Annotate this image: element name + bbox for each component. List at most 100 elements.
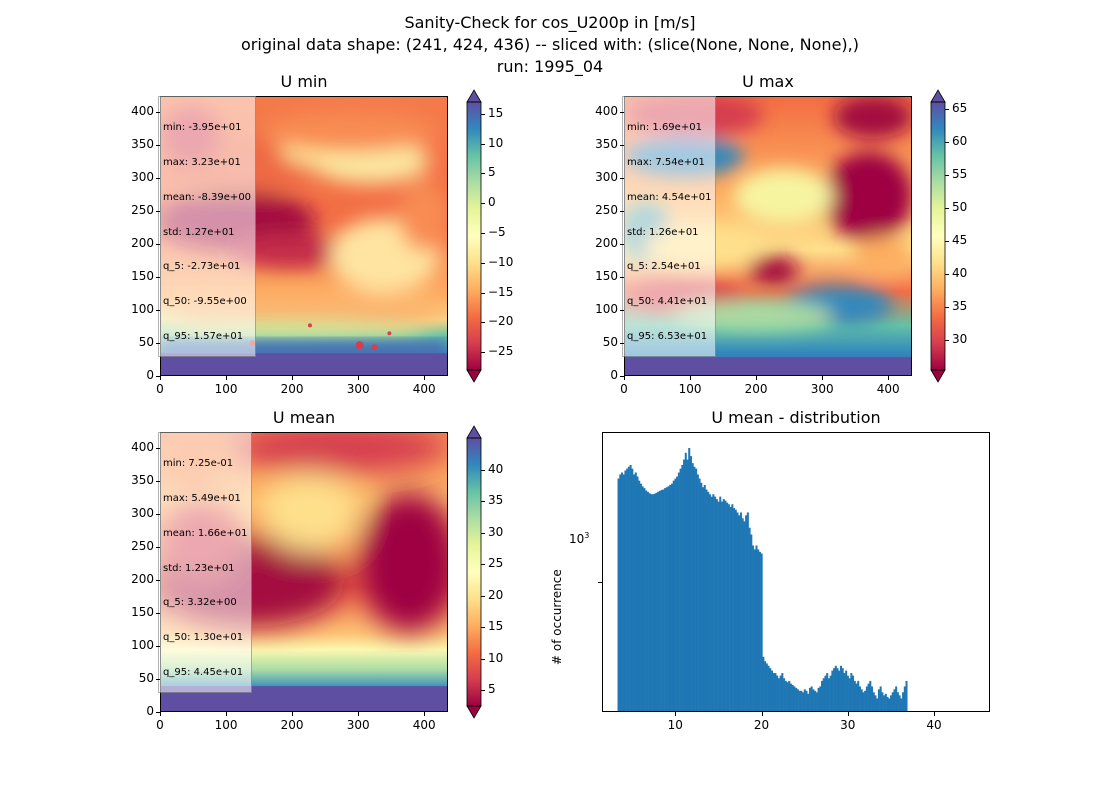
umin-colorbar-label: −10 xyxy=(488,254,514,269)
histogram-bar xyxy=(653,493,656,712)
histogram-bar xyxy=(838,670,841,712)
umax-ytick-mark xyxy=(620,376,624,377)
histogram-bar xyxy=(867,683,870,712)
umax-xtick-label: 300 xyxy=(810,382,834,396)
histogram-bar xyxy=(639,483,642,712)
histogram-bar xyxy=(853,680,856,712)
histogram-bar xyxy=(843,673,846,712)
histogram-bar xyxy=(617,478,620,712)
umax-colorbar-label: 40 xyxy=(952,266,968,281)
histogram-bar xyxy=(798,690,801,712)
histogram-bar xyxy=(660,489,663,712)
histogram-bar xyxy=(831,670,834,712)
umax-ytick-label: 400 xyxy=(595,103,618,118)
umin-stats-box: min: -3.95e+01 max: 3.23e+01 mean: -8.39… xyxy=(158,96,257,358)
histogram-bar xyxy=(807,693,810,712)
umin-ytick-mark xyxy=(156,276,160,278)
dist-xtick-label: 30 xyxy=(840,718,856,732)
umean-ytick-label: 350 xyxy=(131,472,154,487)
umax-colorbar-tick xyxy=(945,174,949,176)
histogram-bar xyxy=(774,673,777,712)
umean-xtick-label: 0 xyxy=(156,718,164,732)
umin-colorbar-tick xyxy=(481,322,485,324)
dist-xtick-mark xyxy=(675,712,677,716)
umean-colorbar-label: 15 xyxy=(488,619,504,634)
histogram-frame xyxy=(602,432,990,712)
histogram-bar xyxy=(833,668,836,712)
histogram-bar xyxy=(746,512,749,712)
umean-ytick-label: 100 xyxy=(131,637,154,652)
umean-ytick-label: 300 xyxy=(131,505,154,520)
histogram-bar xyxy=(796,689,799,712)
histogram-bar xyxy=(795,687,798,712)
umax-ytick-mark xyxy=(620,276,624,278)
umin-ytick-mark xyxy=(156,177,160,179)
histogram-bar xyxy=(667,486,670,712)
histogram-bar xyxy=(693,466,696,712)
umin-colorbar-frame xyxy=(466,101,482,371)
umin-ytick-mark xyxy=(156,111,160,113)
histogram-bar xyxy=(881,692,884,712)
umean-colorbar-tick xyxy=(481,501,485,503)
umin-ytick-mark xyxy=(156,144,160,146)
dist-xtick-mark xyxy=(933,712,935,716)
histogram-bar xyxy=(839,665,842,712)
histogram-bar xyxy=(646,491,649,712)
umin-xtick-mark xyxy=(424,376,426,380)
umin-colorbar-tick xyxy=(481,113,485,115)
umax-xtick-mark xyxy=(756,376,758,380)
umax-xtick-label: 400 xyxy=(876,382,900,396)
histogram-bar xyxy=(788,680,791,712)
histogram-bar xyxy=(822,678,825,712)
histogram-bar xyxy=(765,663,768,712)
stat-std: std: 1.26e+01 xyxy=(627,226,699,238)
histogram-bar xyxy=(891,692,894,712)
histogram-bar xyxy=(902,692,905,712)
histogram-bar xyxy=(876,698,879,712)
histogram-bar xyxy=(905,680,908,712)
histogram-bar xyxy=(631,468,634,712)
umax-ytick-label: 0 xyxy=(610,368,618,382)
umax-ytick-mark xyxy=(620,243,624,245)
histogram-bar xyxy=(762,656,765,712)
histogram-bar xyxy=(641,486,644,712)
umean-ytick-mark xyxy=(156,480,160,482)
histogram-bar xyxy=(845,670,848,712)
histogram-bar xyxy=(810,686,813,712)
umin-colorbar-label: 0 xyxy=(488,195,496,210)
umax-ytick-mark xyxy=(620,144,624,146)
umax-colorbar-body xyxy=(931,102,945,370)
umax-xtick-label: 200 xyxy=(744,382,768,396)
umax-colorbar-label: 65 xyxy=(952,100,968,115)
dist-title: U mean - distribution xyxy=(711,408,881,427)
histogram-bar xyxy=(743,521,746,712)
umax-colorbar-label: 30 xyxy=(952,332,968,347)
distribution-histogram xyxy=(602,432,990,712)
umin-colorbar-min-arrow xyxy=(466,369,482,383)
umean-colorbar-tick xyxy=(481,564,485,566)
umax-colorbar-tick xyxy=(945,207,949,209)
umax-ytick-label: 200 xyxy=(595,235,618,250)
umin-ytick-mark xyxy=(156,376,160,377)
histogram-bar xyxy=(770,670,774,712)
umin-colorbar-tick xyxy=(481,203,485,205)
umin-colorbar-max-arrow xyxy=(466,89,482,103)
umean-xtick-label: 400 xyxy=(412,718,436,732)
umin-colorbar-body xyxy=(467,102,481,370)
stat-max: max: 3.23e+01 xyxy=(163,156,241,168)
histogram-bar xyxy=(900,698,903,712)
umax-ytick-mark xyxy=(620,342,624,344)
histogram-bar xyxy=(781,673,784,712)
histogram-bar xyxy=(789,683,792,712)
stat-min: min: -3.95e+01 xyxy=(163,122,242,134)
histogram-bar xyxy=(857,680,860,712)
figure-run-label: run: 1995_04 xyxy=(496,57,604,76)
histogram-bar xyxy=(745,515,748,712)
histogram-bar xyxy=(705,489,708,712)
stat-q5: q_5: 3.32e+00 xyxy=(163,597,237,609)
umax-xtick-mark xyxy=(624,376,625,380)
dist-xtick-label: 20 xyxy=(753,718,770,732)
histogram-bar xyxy=(724,500,727,712)
histogram-bar xyxy=(877,689,880,712)
histogram-bar xyxy=(688,447,691,712)
